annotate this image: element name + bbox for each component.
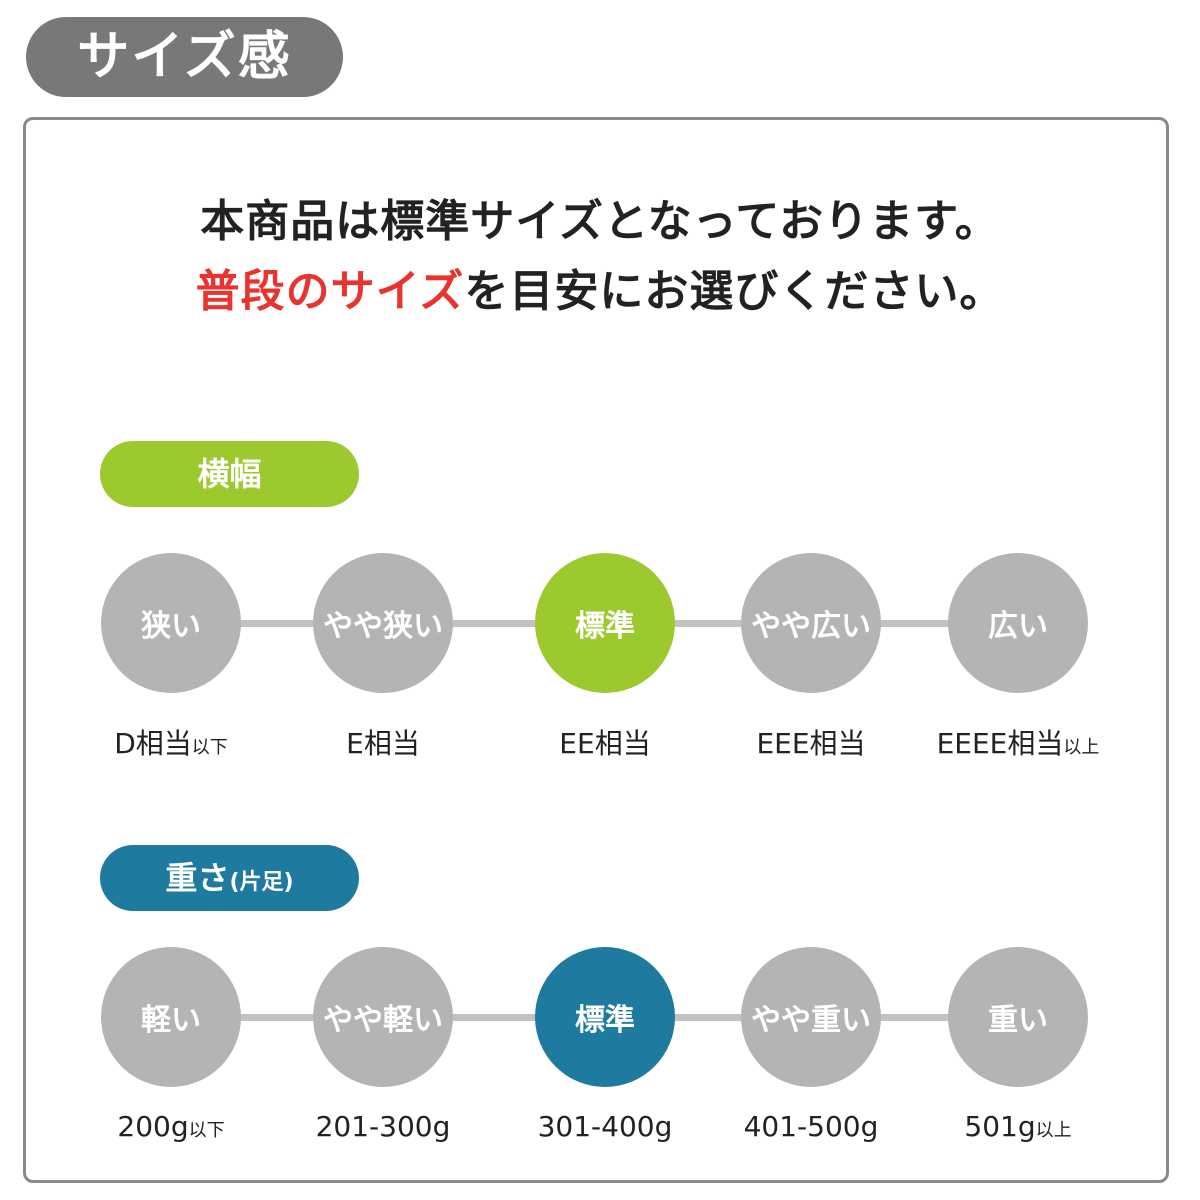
weight-step-value: 200g以下 (117, 1110, 224, 1143)
step-value-text: D相当 (114, 727, 192, 760)
step-value-suffix: 以下 (191, 737, 228, 758)
weight-section-title: 重さ(片足) (100, 845, 359, 911)
weight-scale-step: やや重い (741, 947, 881, 1087)
width-title-text: 横幅 (197, 455, 262, 493)
width-section-title: 横幅 (100, 441, 359, 507)
width-step-value: EEE相当 (756, 722, 865, 762)
weight-step-value: 501g以上 (964, 1110, 1071, 1143)
step-value-text: 201-300g (315, 1110, 451, 1143)
step-value-text: E相当 (346, 727, 420, 760)
weight-scale-step: 標準 (535, 947, 675, 1087)
weight-title-text: 重さ (165, 859, 230, 897)
intro-line-1: 本商品は標準サイズとなっております。 (200, 196, 1000, 247)
section-title: サイズ感 (26, 17, 343, 97)
step-value-suffix: 以上 (1063, 737, 1100, 758)
weight-scale-step: 軽い (101, 947, 241, 1087)
step-value-suffix: 以上 (1035, 1120, 1072, 1141)
weight-scale-step: やや軽い (313, 947, 453, 1087)
width-scale-step: 広い (948, 553, 1088, 693)
weight-scale-step: 重い (948, 947, 1088, 1087)
step-value-suffix: 以下 (188, 1120, 225, 1141)
content-frame (23, 117, 1169, 1183)
step-value-text: 301-400g (537, 1110, 673, 1143)
step-value-text: EE相当 (559, 727, 651, 760)
width-scale-step: 狭い (101, 553, 241, 693)
width-step-value: E相当 (346, 722, 420, 762)
step-value-text: 401-500g (743, 1110, 879, 1143)
width-step-value: EE相当 (559, 722, 650, 762)
weight-step-value: 401-500g (744, 1110, 879, 1143)
intro-rest: を目安にお選びください。 (464, 266, 1005, 317)
width-scale-step: やや広い (741, 553, 881, 693)
step-value-text: EEEE相当 (936, 727, 1064, 760)
width-scale-step: 標準 (535, 553, 675, 693)
step-value-text: EEE相当 (756, 727, 866, 760)
width-step-value: EEEE相当以上 (937, 722, 1100, 762)
width-scale-step: やや狭い (313, 553, 453, 693)
weight-step-value: 201-300g (316, 1110, 451, 1143)
weight-step-value: 301-400g (538, 1110, 673, 1143)
step-value-text: 200g (117, 1110, 189, 1143)
width-step-value: D相当以下 (114, 722, 228, 762)
weight-title-note: (片足) (229, 870, 294, 895)
intro-emphasis: 普段のサイズ (195, 266, 465, 317)
intro-line-2: 普段のサイズを目安にお選びください。 (0, 255, 1200, 319)
step-value-text: 501g (964, 1110, 1036, 1143)
